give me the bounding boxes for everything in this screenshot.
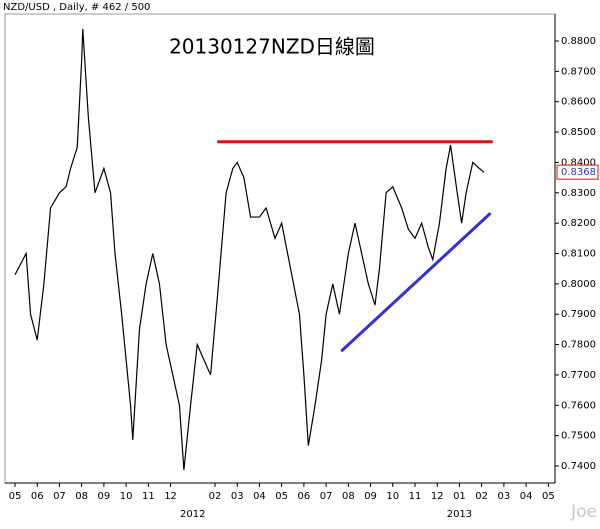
watermark: Joe (570, 502, 597, 522)
x-tick-label: 11 (409, 491, 422, 502)
year-label: 2012 (180, 509, 205, 520)
x-tick-label: 02 (475, 491, 488, 502)
y-tick-label: 0.8100 (561, 249, 596, 260)
trend-line (340, 212, 492, 353)
y-tick-label: 0.8000 (561, 279, 596, 290)
y-tick-label: 0.7500 (561, 431, 596, 442)
last-value-label: 0.8368 (561, 167, 596, 178)
x-tick-label: 05 (542, 491, 555, 502)
x-tick-label: 02 (209, 491, 222, 502)
x-tick-label: 05 (275, 491, 288, 502)
x-tick-label: 10 (386, 491, 399, 502)
y-tick-label: 0.7700 (561, 370, 596, 381)
year-label: 2013 (447, 509, 472, 520)
x-tick-label: 07 (53, 491, 66, 502)
y-tick-label: 0.8600 (561, 97, 596, 108)
y-tick-label: 0.7400 (561, 461, 596, 472)
x-tick-label: 09 (364, 491, 377, 502)
y-tick-label: 0.8300 (561, 188, 596, 199)
y-tick-label: 0.8400 (561, 157, 596, 168)
x-tick-label: 08 (75, 491, 88, 502)
x-tick-label: 06 (31, 491, 44, 502)
x-tick-label: 04 (253, 491, 266, 502)
chart-title: 20130127NZD日線圖 (169, 35, 375, 59)
y-tick-label: 0.8200 (561, 218, 596, 229)
x-tick-label: 04 (520, 491, 533, 502)
header: NZD/USD , Daily, # 462 / 500 (3, 2, 150, 13)
y-tick-label: 0.8500 (561, 127, 596, 138)
x-tick-label: 05 (9, 491, 22, 502)
y-tick-label: 0.7900 (561, 309, 596, 320)
y-tick-label: 0.8700 (561, 66, 596, 77)
x-tick-label: 12 (431, 491, 444, 502)
x-tick-label: 03 (498, 491, 511, 502)
x-tick-label: 01 (453, 491, 466, 502)
price-line (14, 28, 485, 471)
x-tick-label: 11 (142, 491, 155, 502)
x-tick-label: 06 (298, 491, 311, 502)
y-tick-label: 0.7800 (561, 340, 596, 351)
y-tick-label: 0.8800 (561, 36, 596, 47)
last-value-box (556, 164, 599, 180)
x-tick-label: 08 (342, 491, 355, 502)
x-tick-label: 09 (98, 491, 111, 502)
x-tick-label: 03 (231, 491, 244, 502)
x-tick-label: 10 (120, 491, 133, 502)
x-tick-label: 12 (164, 491, 177, 502)
x-tick-label: 07 (320, 491, 333, 502)
y-tick-label: 0.7600 (561, 400, 596, 411)
